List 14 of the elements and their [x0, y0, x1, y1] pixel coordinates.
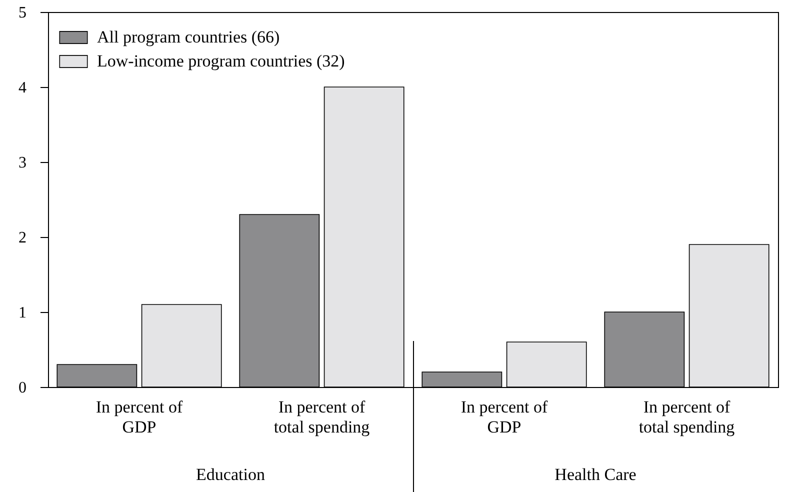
- x-tick-label: In percent of GDP: [460, 398, 548, 436]
- y-tick-label: 4: [18, 80, 26, 96]
- y-tick-label: 3: [18, 154, 26, 172]
- text: Education: [196, 465, 265, 485]
- x-tick-label: In percent of total spending: [638, 398, 736, 436]
- y-tick-label: 5: [18, 4, 26, 22]
- y-tick-label: 2: [18, 230, 26, 246]
- x-tick-label: In percent of GDP: [96, 398, 184, 436]
- x-tick-label: In percent of total spending: [274, 398, 370, 436]
- y-tick-label: 0: [18, 380, 26, 396]
- legend-label: All program countries (66): [97, 28, 280, 46]
- y-tick-label: 1: [18, 304, 26, 322]
- text: Health Care: [554, 465, 636, 485]
- legend-label: Low-income program countries (32): [97, 52, 345, 70]
